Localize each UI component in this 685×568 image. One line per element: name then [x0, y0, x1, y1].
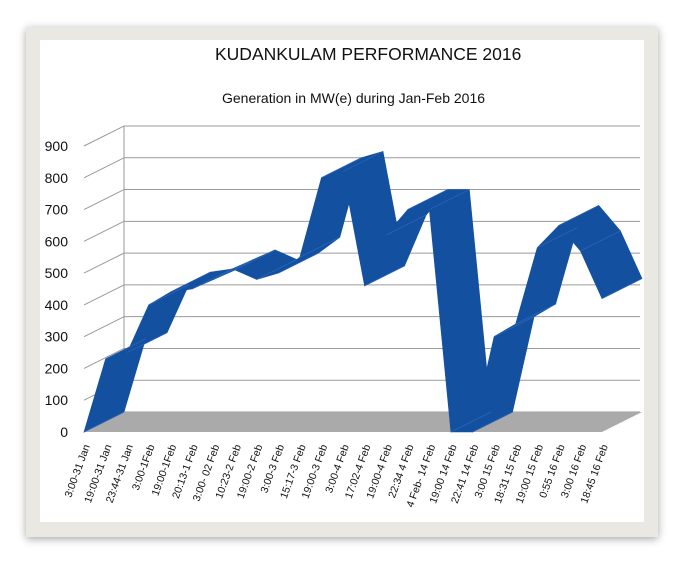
data-point — [429, 189, 470, 210]
data-point — [148, 284, 189, 306]
data-point — [450, 411, 492, 433]
data-point — [364, 265, 405, 287]
wall-gridline-y — [83, 189, 125, 211]
wall-gridline-y — [83, 220, 125, 242]
data-point — [321, 157, 362, 179]
data-point — [472, 411, 513, 433]
data-point — [407, 189, 448, 210]
data-point — [299, 236, 341, 258]
y-tick-label: 600 — [45, 233, 69, 249]
data-point — [385, 214, 427, 236]
y-tick-label: 700 — [45, 202, 69, 218]
y-tick-label: 100 — [45, 392, 69, 408]
wall-gridline-y — [83, 252, 125, 274]
wall-gridline-y — [83, 125, 125, 147]
data-point — [256, 259, 297, 280]
data-point — [105, 338, 146, 360]
y-tick-label: 0 — [60, 424, 68, 440]
y-tick-label: 500 — [45, 265, 69, 281]
data-point — [493, 316, 535, 338]
data-point — [580, 230, 621, 252]
data-point — [234, 249, 276, 271]
data-point — [126, 332, 168, 353]
y-tick-label: 900 — [45, 138, 69, 154]
wall-gridline-y — [83, 347, 125, 369]
y-tick-label: 300 — [45, 329, 69, 345]
wall-gridline-y — [83, 284, 125, 306]
y-tick-label: 800 — [45, 170, 69, 186]
data-point — [170, 271, 211, 293]
data-point — [191, 268, 233, 290]
chart-subtitle: Generation in MW(e) during Jan-Feb 2016 — [222, 90, 486, 106]
data-point — [342, 151, 384, 172]
data-point — [537, 227, 578, 249]
series-ribbon-segment — [170, 268, 233, 293]
data-point — [601, 278, 643, 299]
data-point — [278, 252, 319, 274]
data-point — [515, 303, 556, 325]
data-point — [213, 259, 254, 280]
y-tick-label: 200 — [45, 360, 69, 376]
data-point — [558, 205, 600, 226]
data-point — [83, 411, 125, 433]
wall-gridline-y — [83, 157, 125, 179]
wall-gridline-y — [83, 316, 125, 338]
y-tick-label: 400 — [45, 297, 69, 313]
chart-title: KUDANKULAM PERFORMANCE 2016 — [215, 44, 522, 64]
series-ribbon-segment — [126, 284, 190, 354]
chart-floor — [84, 412, 642, 432]
